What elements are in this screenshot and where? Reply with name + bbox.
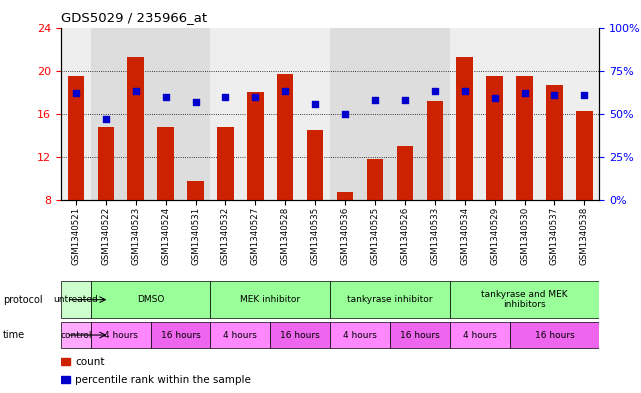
Bar [487,76,503,200]
Text: percentile rank within the sample: percentile rank within the sample [75,375,251,385]
Point [221,94,231,100]
Bar [97,127,114,200]
Bar [151,322,210,348]
Bar [61,322,91,348]
Bar [517,76,533,200]
Text: tankyrase and MEK
inhibitors: tankyrase and MEK inhibitors [481,290,568,309]
Text: MEK inhibitor: MEK inhibitor [240,295,301,304]
Bar [91,28,210,200]
Text: DMSO: DMSO [137,295,164,304]
Text: 4 hours: 4 hours [343,331,377,340]
Bar [330,281,450,318]
Bar [450,281,599,318]
Text: 16 hours: 16 hours [400,331,440,340]
Text: 4 hours: 4 hours [463,331,497,340]
Bar [277,74,294,200]
Bar [450,322,510,348]
Bar [450,28,599,200]
Bar [576,111,593,200]
Bar [397,146,413,200]
Bar [456,57,473,200]
Point [131,88,141,95]
Bar [546,85,563,200]
Bar [330,322,390,348]
Point [190,99,201,105]
Bar [61,281,91,318]
Bar [247,92,263,200]
Bar [210,28,330,200]
Point [160,94,171,100]
Text: control: control [60,331,92,340]
Text: 16 hours: 16 hours [535,331,574,340]
Point [250,94,260,100]
Text: GDS5029 / 235966_at: GDS5029 / 235966_at [61,11,207,24]
Point [549,92,560,98]
Bar [307,130,324,200]
Bar [91,322,151,348]
Point [310,101,320,107]
Bar [337,192,353,200]
Bar [390,322,450,348]
Point [280,88,290,95]
Point [370,97,380,103]
Bar [427,101,443,200]
Bar [367,159,383,200]
Bar [210,322,271,348]
Point [519,90,529,96]
Text: 4 hours: 4 hours [224,331,257,340]
Bar [91,281,210,318]
Point [460,88,470,95]
Text: time: time [3,330,26,340]
Text: protocol: protocol [3,295,43,305]
Bar [271,322,330,348]
Text: 16 hours: 16 hours [161,331,201,340]
Bar [510,322,599,348]
Point [400,97,410,103]
Bar [210,281,330,318]
Bar [158,127,174,200]
Bar [217,127,233,200]
Point [71,90,81,96]
Bar [61,358,71,365]
Bar [68,76,84,200]
Point [490,95,500,101]
Text: tankyrase inhibitor: tankyrase inhibitor [347,295,433,304]
Point [340,111,350,117]
Bar [330,28,450,200]
Bar [187,181,204,200]
Text: count: count [75,357,104,367]
Bar [61,376,71,383]
Point [101,116,111,122]
Bar [61,28,91,200]
Point [429,88,440,95]
Text: 4 hours: 4 hours [104,331,138,340]
Text: untreated: untreated [53,295,98,304]
Text: 16 hours: 16 hours [280,331,320,340]
Bar [128,57,144,200]
Point [579,92,590,98]
